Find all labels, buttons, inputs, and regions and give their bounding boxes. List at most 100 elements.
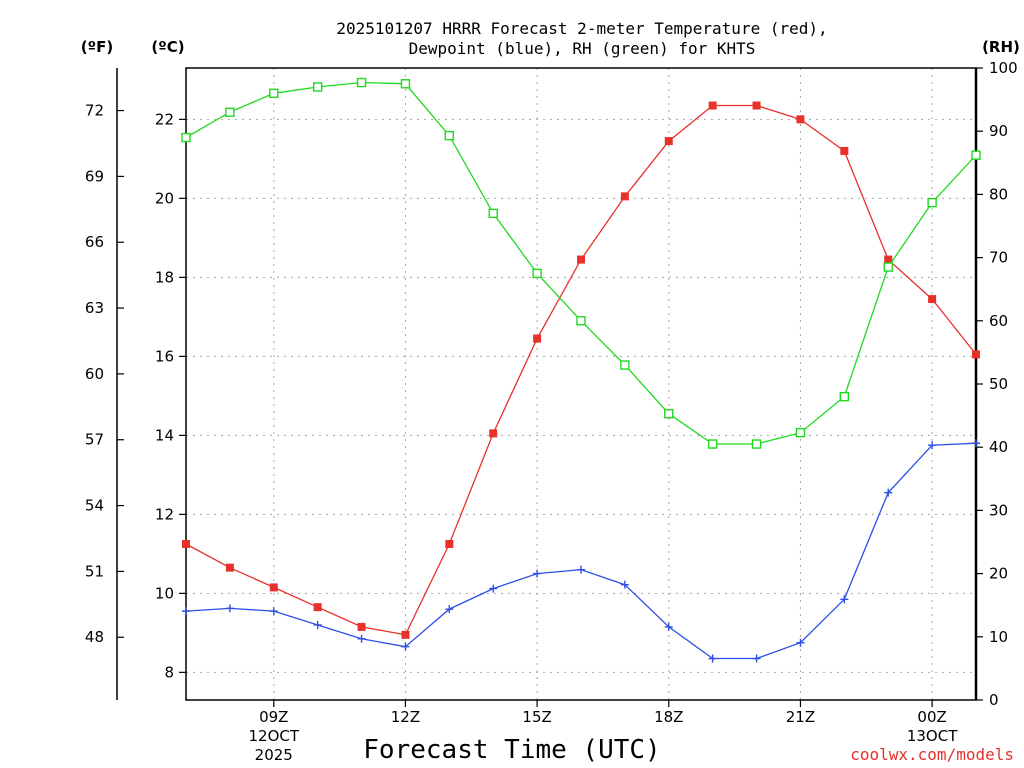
x-tick-label: 18Z (654, 708, 683, 726)
series-temperature (182, 101, 980, 639)
data-point (269, 583, 278, 592)
data-point (840, 595, 849, 604)
x-tick-label: 09Z (259, 708, 288, 726)
data-point (269, 607, 278, 616)
x-tick-label: 15Z (522, 708, 551, 726)
rh-tick-label: 100 (989, 59, 1018, 77)
data-point (884, 255, 893, 264)
data-point (707, 439, 718, 449)
data-point (620, 360, 630, 370)
celsius-tick-label: 10 (155, 584, 174, 602)
rh-tick-label: 60 (989, 312, 1008, 330)
data-point (313, 603, 322, 612)
x-tick-label: 21Z (786, 708, 815, 726)
data-point (445, 539, 454, 548)
data-point (489, 584, 498, 593)
data-point (972, 350, 980, 359)
fahrenheit-unit-label: (ºF) (81, 38, 113, 56)
celsius-tick-label: 20 (155, 189, 174, 207)
data-point (928, 295, 937, 304)
data-point (488, 208, 498, 219)
rh-tick-label: 10 (989, 628, 1008, 646)
x-tick-label: 2025 (255, 746, 293, 764)
rh-tick-label: 0 (989, 691, 999, 709)
rh-tick-label: 50 (989, 375, 1008, 393)
rh-tick-label: 70 (989, 249, 1008, 267)
fahrenheit-tick-label: 48 (85, 628, 104, 646)
data-point (357, 622, 366, 631)
data-point (664, 137, 673, 146)
data-point (445, 605, 454, 614)
x-tick-label: 13OCT (907, 727, 958, 745)
x-tick-label: 00Z (917, 708, 946, 726)
fahrenheit-tick-label: 51 (85, 562, 104, 580)
data-point (928, 441, 937, 450)
data-point (401, 630, 410, 639)
data-point (840, 146, 849, 155)
data-point (708, 654, 717, 663)
chart-title: 2025101207 HRRR Forecast 2-meter Tempera… (336, 19, 827, 58)
data-point (576, 316, 586, 326)
celsius-tick-label: 8 (164, 663, 174, 681)
data-point (356, 77, 367, 88)
data-point (751, 439, 762, 449)
fahrenheit-tick-label: 54 (85, 497, 104, 515)
data-point (577, 565, 585, 574)
rh-tick-label: 80 (989, 185, 1008, 203)
data-point (796, 115, 805, 124)
data-point (269, 88, 279, 98)
data-point (401, 642, 410, 651)
fahrenheit-tick-label: 63 (85, 299, 104, 317)
chart-title-line-1: 2025101207 HRRR Forecast 2-meter Tempera… (336, 19, 827, 38)
celsius-tick-label: 18 (155, 268, 174, 286)
data-point (927, 197, 937, 208)
rh-tick-label: 90 (989, 122, 1008, 140)
data-point (708, 101, 717, 110)
chart-title-line-2: Dewpoint (blue), RH (green) for KHTS (409, 39, 756, 58)
celsius-tick-label: 16 (155, 347, 174, 365)
fahrenheit-tick-label: 69 (85, 167, 104, 185)
data-point (312, 82, 323, 92)
fahrenheit-tick-label: 72 (85, 102, 104, 120)
series-line (185, 442, 977, 660)
data-point (752, 101, 761, 110)
rh-tick-label: 30 (989, 501, 1008, 519)
data-point (839, 391, 850, 402)
data-point (182, 539, 190, 548)
x-tick-label: 12Z (391, 708, 420, 726)
fahrenheit-tick-label: 60 (85, 365, 104, 383)
data-point (577, 255, 585, 264)
data-point (972, 439, 980, 448)
x-axis-title: Forecast Time (UTC) (363, 735, 660, 765)
data-point (532, 268, 542, 279)
data-point (444, 130, 455, 141)
celsius-unit-label: (ºC) (151, 38, 184, 56)
data-point (795, 427, 806, 438)
data-point (400, 79, 411, 89)
series-dewpoint (182, 439, 980, 663)
gridlines (186, 68, 976, 700)
data-point (181, 132, 191, 143)
data-point (225, 107, 235, 117)
data-point (883, 262, 893, 272)
celsius-tick-label: 22 (155, 110, 174, 128)
series-layer (181, 77, 981, 663)
data-point (225, 563, 234, 572)
series-rh (181, 77, 981, 449)
rh-tick-label: 40 (989, 438, 1008, 456)
plot-frame (185, 67, 977, 701)
data-point (489, 429, 498, 438)
x-tick-label: 12OCT (249, 727, 300, 745)
data-point (664, 622, 673, 631)
data-point (884, 488, 893, 497)
celsius-tick-label: 14 (155, 426, 174, 444)
series-line (185, 104, 977, 636)
fahrenheit-tick-label: 57 (85, 431, 104, 449)
axes: 8 10 12 14 16 18 20 22 48 51 54 57 60 63 66 69 72 0 10 20 30… (85, 59, 1018, 764)
celsius-tick-label: 12 (155, 505, 174, 523)
rh-unit-label: (RH) (982, 38, 1020, 56)
data-point (752, 654, 761, 663)
data-point (313, 620, 322, 629)
data-point (182, 607, 190, 616)
credit-label: coolwx.com/models (850, 745, 1014, 764)
